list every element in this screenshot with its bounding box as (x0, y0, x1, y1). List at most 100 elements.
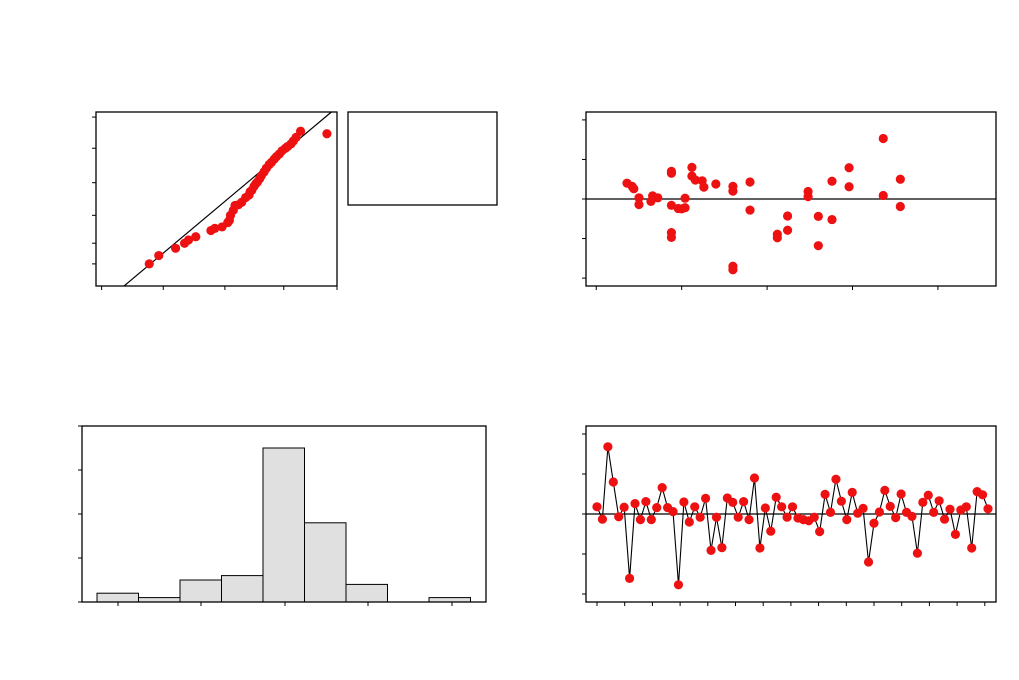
data-point (630, 499, 640, 509)
data-point (728, 265, 738, 275)
data-point (619, 502, 629, 512)
data-point (923, 490, 933, 500)
data-point (635, 515, 646, 525)
data-point (827, 214, 837, 225)
data-point (874, 507, 884, 517)
data-point (967, 543, 977, 553)
histogram-panel (78, 425, 487, 606)
data-point (295, 126, 306, 136)
data-point (657, 483, 667, 493)
data-point (749, 473, 760, 483)
data-point (929, 507, 939, 517)
data-point (690, 502, 700, 512)
data-point (666, 168, 677, 178)
data-point (912, 548, 923, 558)
data-point (891, 513, 901, 523)
data-point (679, 497, 689, 507)
normal-probability-plot-area (92, 111, 338, 290)
data-point (322, 129, 332, 139)
data-point (858, 503, 868, 513)
histogram-bar (138, 597, 181, 603)
data-point (624, 573, 635, 584)
residuals-vs-order-frame (585, 425, 997, 603)
data-point (772, 233, 782, 243)
histogram-bar (428, 597, 471, 603)
data-point (592, 502, 602, 512)
data-point (782, 211, 793, 221)
data-point (895, 201, 905, 212)
data-point (939, 514, 950, 524)
data-point (711, 179, 721, 189)
normal-probability-plot-frame (95, 111, 338, 287)
data-point (666, 200, 677, 210)
data-point (825, 507, 836, 517)
histogram-bar (262, 447, 305, 603)
data-point (170, 243, 181, 253)
data-point (597, 514, 608, 524)
data-point (782, 512, 792, 522)
data-point (706, 545, 716, 556)
data-point (634, 199, 644, 210)
data-point (945, 504, 955, 514)
data-point (695, 512, 705, 522)
data-point (844, 163, 854, 173)
data-point (191, 232, 201, 242)
data-point (717, 543, 727, 553)
data-point (603, 442, 613, 452)
residuals-vs-fitted-plot-area (582, 119, 996, 290)
data-point (813, 241, 823, 251)
histogram-bar (304, 522, 347, 603)
residuals-vs-order-plot-area (582, 433, 996, 606)
residuals-vs-fitted-frame (585, 111, 997, 287)
data-point (653, 193, 663, 203)
data-point (777, 502, 787, 512)
data-point (878, 190, 888, 201)
data-point (144, 259, 154, 269)
data-point (183, 235, 194, 245)
data-point (210, 223, 220, 233)
residual-series-line (596, 446, 989, 585)
data-point (728, 186, 738, 196)
data-point (831, 474, 841, 484)
summary-box-frame (347, 111, 498, 206)
data-point (842, 515, 852, 525)
histogram-bar (221, 575, 264, 603)
data-point (745, 205, 755, 215)
data-point (820, 489, 830, 499)
data-point (701, 493, 711, 503)
data-point (880, 485, 890, 495)
histogram-frame (81, 425, 487, 603)
data-point (745, 177, 755, 187)
data-point (961, 502, 971, 512)
data-point (918, 497, 928, 507)
data-point (787, 502, 798, 512)
data-point (844, 182, 854, 192)
data-point (739, 497, 749, 507)
residuals-vs-order-panel (582, 425, 997, 606)
data-point (687, 162, 697, 172)
data-point (766, 526, 776, 536)
data-point (813, 211, 823, 221)
data-point (668, 507, 678, 517)
data-point (684, 517, 694, 527)
data-point (803, 192, 813, 202)
data-point (782, 225, 793, 235)
histogram-bar (96, 592, 139, 603)
histogram-plot-area (78, 425, 471, 606)
summary-legend-box (347, 111, 498, 206)
data-point (950, 529, 961, 540)
data-point (680, 203, 690, 213)
data-point (907, 511, 917, 521)
data-point (646, 515, 656, 525)
data-point (863, 557, 874, 567)
data-point (728, 497, 738, 507)
data-point (895, 174, 905, 184)
data-point (733, 512, 743, 522)
data-point (634, 193, 644, 203)
normal-probability-panel (92, 111, 338, 290)
data-point (983, 504, 993, 514)
data-point (690, 175, 700, 185)
data-point (154, 250, 164, 261)
data-point (673, 580, 684, 590)
